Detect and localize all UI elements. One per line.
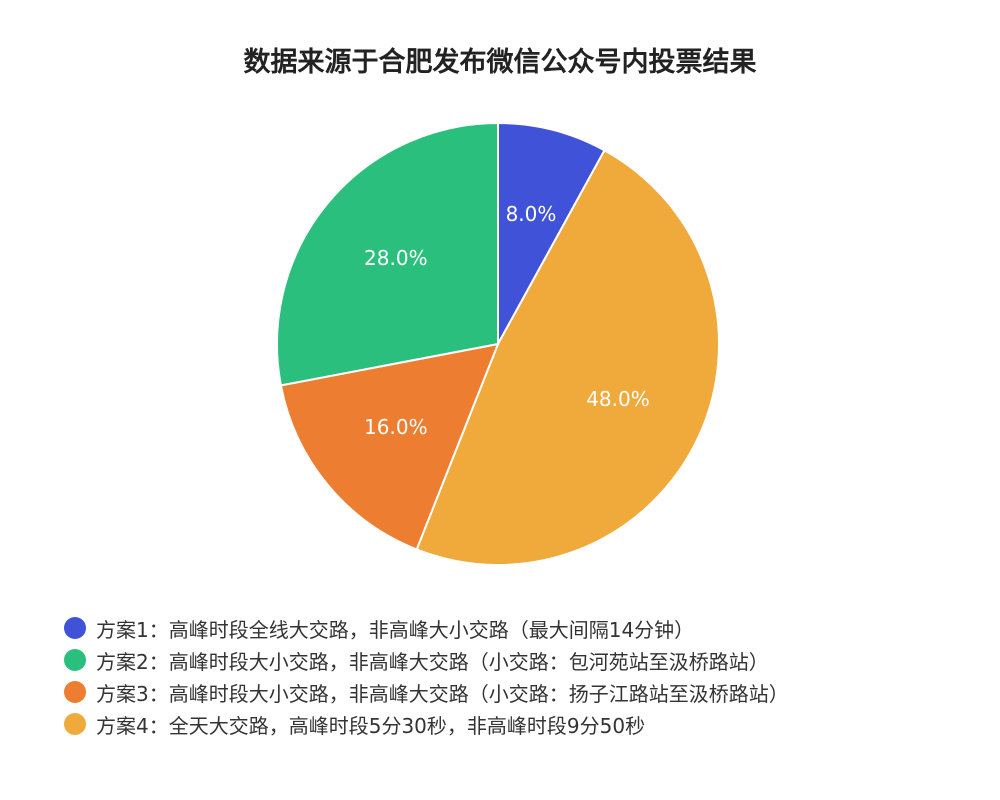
legend-marker-icon — [64, 713, 86, 735]
slice-value-label-scheme-1: 8.0% — [506, 202, 557, 226]
pie-slice-scheme-1[interactable] — [497, 122, 606, 345]
slice-value-label-scheme-4: 48.0% — [586, 387, 650, 411]
legend-marker-icon — [64, 681, 86, 703]
chart-title: 数据来源于合肥发布微信公众号内投票结果 — [243, 47, 757, 78]
legend-item-scheme-3[interactable]: 方案3：高峰时段大小交路，非高峰大交路（小交路：扬子江路站至汲桥路站） — [64, 676, 789, 708]
legend-item-scheme-1[interactable]: 方案1：高峰时段全线大交路，非高峰大小交路（最大间隔14分钟） — [64, 612, 789, 644]
pie-labels: 8.0% 48.0% 16.0% 28.0% — [364, 202, 650, 439]
slice-value-label-scheme-3: 16.0% — [364, 415, 428, 439]
pie-chart: 8.0% 48.0% 16.0% 28.0% — [276, 122, 721, 566]
pie-slice-scheme-4[interactable] — [415, 149, 721, 566]
legend-label: 方案4：全天大交路，高峰时段5分30秒，非高峰时段9分50秒 — [96, 713, 646, 738]
legend-item-scheme-2[interactable]: 方案2：高峰时段大小交路，非高峰大交路（小交路：包河苑站至汲桥路站） — [64, 644, 789, 676]
legend-label: 方案3：高峰时段大小交路，非高峰大交路（小交路：扬子江路站至汲桥路站） — [96, 681, 789, 706]
legend-label: 方案2：高峰时段大小交路，非高峰大交路（小交路：包河苑站至汲桥路站） — [96, 649, 769, 674]
pie-slice-scheme-3[interactable] — [279, 343, 499, 551]
pie-slice-scheme-2[interactable] — [276, 122, 499, 387]
legend-marker-icon — [64, 617, 86, 639]
legend: 方案1：高峰时段全线大交路，非高峰大小交路（最大间隔14分钟） 方案2：高峰时段… — [64, 612, 789, 740]
pie-slices — [276, 122, 721, 566]
legend-item-scheme-4[interactable]: 方案4：全天大交路，高峰时段5分30秒，非高峰时段9分50秒 — [64, 708, 789, 740]
legend-marker-icon — [64, 649, 86, 671]
slice-value-label-scheme-2: 28.0% — [364, 246, 428, 270]
legend-label: 方案1：高峰时段全线大交路，非高峰大小交路（最大间隔14分钟） — [96, 617, 695, 642]
